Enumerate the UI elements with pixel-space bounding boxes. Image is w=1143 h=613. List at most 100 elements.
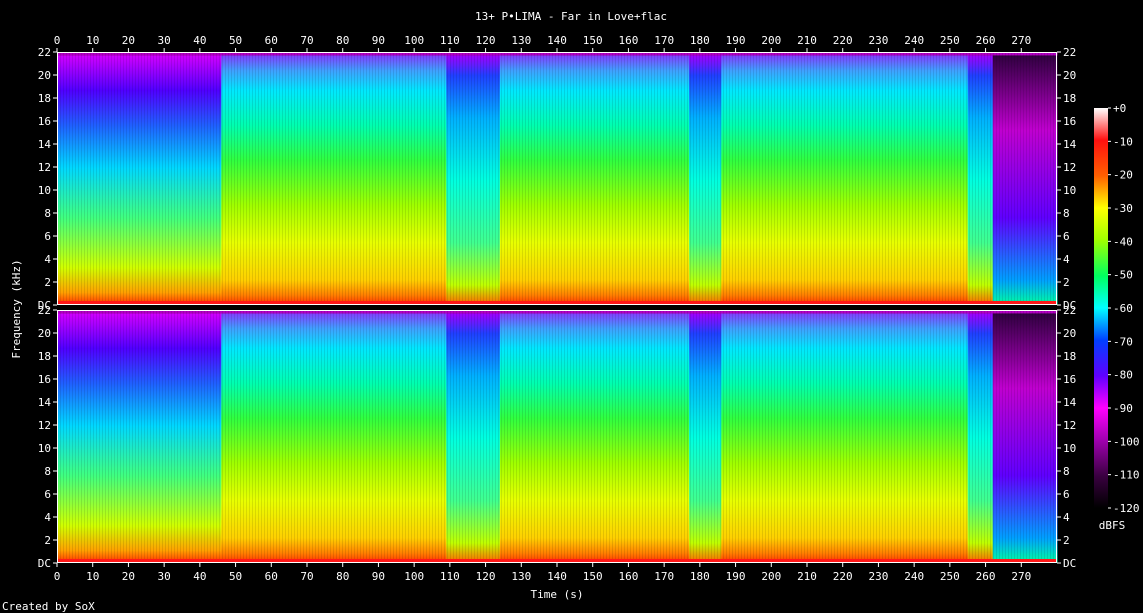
x-tick-label-top: 170 xyxy=(654,34,674,47)
x-tick-label-bottom: 250 xyxy=(940,570,960,583)
x-tick-label-bottom: 270 xyxy=(1011,570,1031,583)
y-tick-label-right: 4 xyxy=(1063,253,1070,266)
y-tick-label-left: 6 xyxy=(44,488,51,501)
y-tick-label-left: 6 xyxy=(44,230,51,243)
x-tick-label-top: 240 xyxy=(904,34,924,47)
x-tick-label-bottom: 260 xyxy=(976,570,996,583)
x-tick-label-bottom: 100 xyxy=(404,570,424,583)
y-tick-label-right: 14 xyxy=(1063,396,1077,409)
y-tick-label-right: 6 xyxy=(1063,230,1070,243)
y-tick-label-right: 22 xyxy=(1063,46,1076,59)
colorbar-tick-label: -10 xyxy=(1113,135,1133,148)
y-tick-label-right: 18 xyxy=(1063,350,1076,363)
y-tick-label-left: 2 xyxy=(44,276,51,289)
footer-credit: Created by SoX xyxy=(2,600,95,613)
x-tick-label-bottom: 80 xyxy=(336,570,349,583)
x-tick-label-top: 120 xyxy=(476,34,496,47)
x-tick-label-top: 210 xyxy=(797,34,817,47)
x-axis-label: Time (s) xyxy=(531,588,584,601)
x-tick-label-top: 250 xyxy=(940,34,960,47)
y-tick-label-left: 12 xyxy=(38,419,51,432)
y-tick-label-left: 10 xyxy=(38,442,51,455)
y-tick-label-right: 10 xyxy=(1063,184,1076,197)
x-axis-top: 0 10 20 30 40 50 60 70 80 90 100 110 120 130 140 150 160… xyxy=(54,34,1031,52)
x-tick-label-bottom: 40 xyxy=(193,570,206,583)
y-tick-label-left: 20 xyxy=(38,69,51,82)
y-tick-label-right: 2 xyxy=(1063,534,1070,547)
x-tick-label-top: 220 xyxy=(833,34,853,47)
y-tick-label-right: 2 xyxy=(1063,276,1070,289)
x-tick-label-bottom: 190 xyxy=(726,570,746,583)
y-tick-label-left: 18 xyxy=(38,350,51,363)
x-tick-label-top: 270 xyxy=(1011,34,1031,47)
x-tick-label-top: 110 xyxy=(440,34,460,47)
colorbar-tick-label: -100 xyxy=(1113,435,1140,448)
x-tick-label-bottom: 20 xyxy=(122,570,135,583)
x-tick-label-top: 200 xyxy=(761,34,781,47)
colorbar-tick-label: -50 xyxy=(1113,269,1133,282)
y-tick-label-left: 8 xyxy=(44,465,51,478)
x-tick-label-top: 150 xyxy=(583,34,603,47)
x-tick-label-top: 90 xyxy=(372,34,385,47)
x-tick-label-bottom: 140 xyxy=(547,570,567,583)
y-tick-label-left: 22 xyxy=(38,304,51,317)
x-tick-label-bottom: 90 xyxy=(372,570,385,583)
x-tick-label-top: 130 xyxy=(511,34,531,47)
colorbar-tick-label: -120 xyxy=(1113,502,1140,515)
x-tick-label-bottom: 220 xyxy=(833,570,853,583)
x-tick-label-bottom: 150 xyxy=(583,570,603,583)
panel-frame xyxy=(57,52,1057,305)
x-tick-label-top: 40 xyxy=(193,34,206,47)
colorbar-tick-label: -110 xyxy=(1113,469,1140,482)
y-tick-label-right: 20 xyxy=(1063,327,1076,340)
y-tick-label-right: 14 xyxy=(1063,138,1077,151)
colorbar-tick-label: -40 xyxy=(1113,235,1133,248)
y-tick-label-right: DC xyxy=(1063,299,1076,312)
colorbar-tick-label: -30 xyxy=(1113,202,1133,215)
y-tick-label-left: 8 xyxy=(44,207,51,220)
colorbar-tick-label: -70 xyxy=(1113,335,1133,348)
y-tick-label-right: DC xyxy=(1063,557,1076,570)
y-tick-label-left: DC xyxy=(38,557,51,570)
spectrogram-channel-2 xyxy=(57,310,1058,563)
colorbar-label: dBFS xyxy=(1099,519,1126,532)
y-tick-label-left: 16 xyxy=(38,373,51,386)
x-tick-label-top: 30 xyxy=(158,34,171,47)
x-tick-label-top: 260 xyxy=(976,34,996,47)
colorbar: +0 -10 -20 -30 -40 -50 -60 -70 -80 -90 -100 -110 -12… xyxy=(1094,102,1140,532)
x-tick-label-bottom: 160 xyxy=(618,570,638,583)
y-tick-label-left: 20 xyxy=(38,327,51,340)
dc-band xyxy=(57,300,1057,305)
x-tick-label-top: 230 xyxy=(868,34,888,47)
y-tick-label-right: 8 xyxy=(1063,207,1070,220)
x-tick-label-bottom: 50 xyxy=(229,570,242,583)
x-tick-label-top: 140 xyxy=(547,34,567,47)
y-tick-label-right: 12 xyxy=(1063,419,1076,432)
colorbar-tick-label: -90 xyxy=(1113,402,1133,415)
y-tick-label-left: 12 xyxy=(38,161,51,174)
dc-band xyxy=(57,558,1057,563)
y-tick-label-right: 4 xyxy=(1063,511,1070,524)
spectrogram-channel-1 xyxy=(57,52,1058,306)
y-tick-label-left: DC xyxy=(38,299,51,312)
y-tick-label-left: 18 xyxy=(38,92,51,105)
y-tick-label-left: 14 xyxy=(38,138,52,151)
y-tick-label-right: 20 xyxy=(1063,69,1076,82)
colorbar-ticks: +0 -10 -20 -30 -40 -50 -60 -70 -80 -90 -100 -110 -12… xyxy=(1108,102,1140,515)
y-tick-label-right: 18 xyxy=(1063,92,1076,105)
y-tick-label-right: 16 xyxy=(1063,373,1076,386)
chart-title: 13+ P•LIMA - Far in Love+flac xyxy=(475,10,667,23)
x-tick-label-top: 60 xyxy=(265,34,278,47)
y-tick-label-left: 2 xyxy=(44,534,51,547)
x-tick-label-bottom: 30 xyxy=(158,570,171,583)
x-tick-label-bottom: 60 xyxy=(265,570,278,583)
x-tick-label-bottom: 0 xyxy=(54,570,61,583)
colorbar-tick-label: +0 xyxy=(1113,102,1126,115)
texture-overlay xyxy=(57,52,1057,305)
x-tick-label-bottom: 70 xyxy=(300,570,313,583)
x-tick-label-bottom: 200 xyxy=(761,570,781,583)
y-tick-label-right: 16 xyxy=(1063,115,1076,128)
x-tick-label-bottom: 210 xyxy=(797,570,817,583)
y-tick-label-left: 4 xyxy=(44,253,51,266)
